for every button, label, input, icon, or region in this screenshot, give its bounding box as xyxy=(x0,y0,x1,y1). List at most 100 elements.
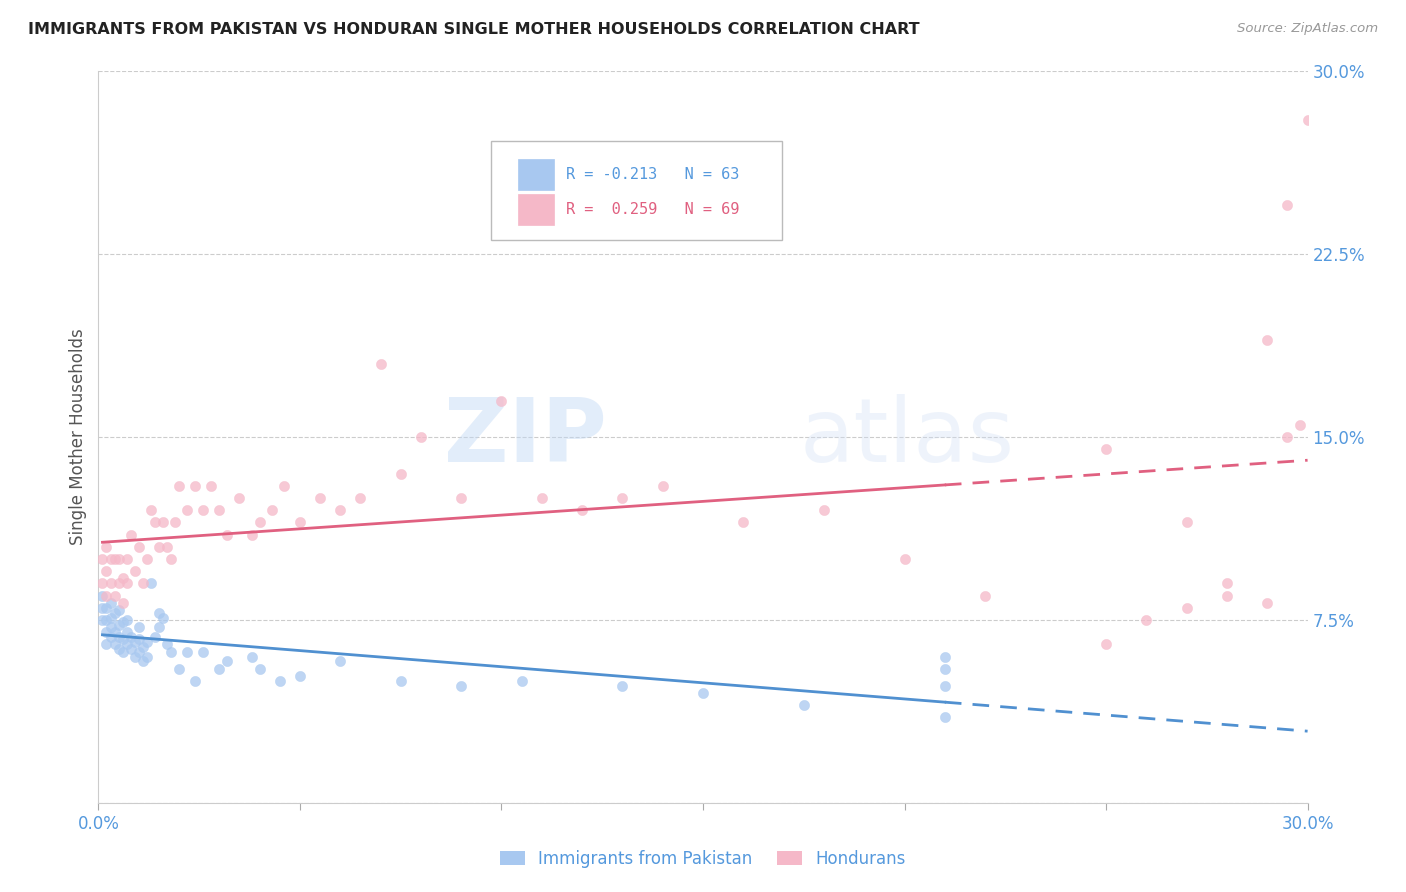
Point xyxy=(934,662,956,676)
Point xyxy=(1095,637,1118,651)
Point xyxy=(1216,576,1239,591)
Point xyxy=(184,479,207,493)
Point xyxy=(103,625,125,640)
FancyBboxPatch shape xyxy=(517,159,554,190)
Point xyxy=(96,589,118,603)
Point xyxy=(184,673,207,688)
Legend: Immigrants from Pakistan, Hondurans: Immigrants from Pakistan, Hondurans xyxy=(494,844,912,875)
Point xyxy=(370,357,392,371)
Point xyxy=(893,552,915,566)
Point xyxy=(156,637,179,651)
FancyBboxPatch shape xyxy=(492,141,782,240)
Point xyxy=(510,673,533,688)
Point xyxy=(288,669,311,683)
Point xyxy=(450,491,472,505)
Point xyxy=(111,632,134,647)
Point xyxy=(217,527,239,541)
Point xyxy=(128,540,150,554)
Point xyxy=(111,572,134,586)
Point xyxy=(111,645,134,659)
Point xyxy=(329,654,352,668)
Point xyxy=(103,637,125,651)
Point xyxy=(389,467,412,481)
Point xyxy=(128,620,150,634)
Point xyxy=(228,491,250,505)
Point xyxy=(152,516,174,530)
Point xyxy=(107,603,129,617)
Point xyxy=(1095,442,1118,457)
Point xyxy=(120,527,142,541)
Point xyxy=(217,654,239,668)
Point xyxy=(91,600,114,615)
Point xyxy=(107,630,129,644)
Point xyxy=(1256,596,1278,610)
Point xyxy=(193,645,215,659)
Point xyxy=(193,503,215,517)
Point xyxy=(1277,198,1299,212)
Point xyxy=(107,552,129,566)
Point xyxy=(96,540,118,554)
Text: atlas: atlas xyxy=(800,393,1015,481)
Point xyxy=(148,540,170,554)
Point xyxy=(115,637,138,651)
Point xyxy=(120,630,142,644)
Point xyxy=(135,649,157,664)
Point xyxy=(176,503,198,517)
Point xyxy=(269,673,291,688)
Point xyxy=(91,613,114,627)
Point xyxy=(135,635,157,649)
Point xyxy=(1216,589,1239,603)
Point xyxy=(176,645,198,659)
Point xyxy=(329,503,352,517)
Point xyxy=(249,516,271,530)
Point xyxy=(132,654,155,668)
Point xyxy=(208,662,231,676)
Text: R = -0.213   N = 63: R = -0.213 N = 63 xyxy=(567,167,740,182)
Text: R =  0.259   N = 69: R = 0.259 N = 69 xyxy=(567,202,740,217)
Point xyxy=(200,479,222,493)
Point xyxy=(1175,600,1198,615)
Point xyxy=(813,503,835,517)
Point xyxy=(128,645,150,659)
Point xyxy=(148,620,170,634)
Point xyxy=(96,613,118,627)
Point xyxy=(124,635,146,649)
Point xyxy=(96,625,118,640)
Point xyxy=(167,662,190,676)
Point xyxy=(132,640,155,654)
Y-axis label: Single Mother Households: Single Mother Households xyxy=(69,329,87,545)
Point xyxy=(143,630,166,644)
Point xyxy=(124,649,146,664)
Point xyxy=(115,552,138,566)
Point xyxy=(139,576,162,591)
Point xyxy=(160,645,183,659)
Point xyxy=(167,479,190,493)
Point xyxy=(793,698,815,713)
Point xyxy=(124,564,146,578)
Text: IMMIGRANTS FROM PAKISTAN VS HONDURAN SINGLE MOTHER HOUSEHOLDS CORRELATION CHART: IMMIGRANTS FROM PAKISTAN VS HONDURAN SIN… xyxy=(28,22,920,37)
Point xyxy=(143,516,166,530)
Point xyxy=(1277,430,1299,444)
Point xyxy=(309,491,332,505)
Point xyxy=(1256,333,1278,347)
Point xyxy=(491,393,513,408)
Point xyxy=(132,576,155,591)
Text: Source: ZipAtlas.com: Source: ZipAtlas.com xyxy=(1237,22,1378,36)
Point xyxy=(100,630,122,644)
Point xyxy=(934,649,956,664)
Point xyxy=(1288,417,1310,432)
Point xyxy=(156,540,179,554)
Point xyxy=(135,552,157,566)
Point xyxy=(115,613,138,627)
Point xyxy=(107,617,129,632)
Point xyxy=(111,615,134,630)
Point xyxy=(288,516,311,530)
Point xyxy=(111,596,134,610)
Point xyxy=(409,430,432,444)
Point xyxy=(100,576,122,591)
Point xyxy=(96,564,118,578)
Point xyxy=(128,632,150,647)
Point xyxy=(91,589,114,603)
Point xyxy=(240,527,263,541)
Point xyxy=(103,552,125,566)
